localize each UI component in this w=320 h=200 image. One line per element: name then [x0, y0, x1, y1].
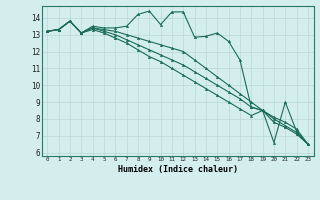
- X-axis label: Humidex (Indice chaleur): Humidex (Indice chaleur): [118, 165, 237, 174]
